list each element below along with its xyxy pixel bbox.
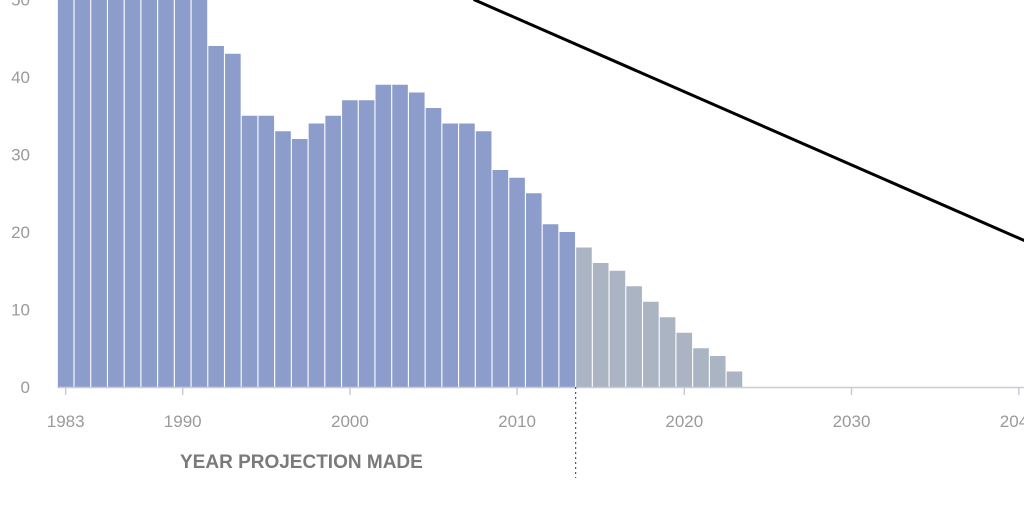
bar-1997 [291, 139, 308, 387]
bar-1990 [174, 0, 191, 387]
x-tick-label: 2000 [331, 412, 369, 431]
bar-2022 [709, 356, 726, 387]
x-tick-label: 1990 [164, 412, 202, 431]
bar-2008 [475, 131, 492, 387]
bar-2011 [526, 193, 542, 387]
bar-1993 [225, 53, 241, 387]
bar-2009 [492, 170, 509, 387]
bar-2001 [358, 100, 375, 387]
y-tick-label: 0 [21, 378, 30, 397]
bar-2018 [643, 301, 659, 387]
bar-2014 [576, 247, 592, 387]
bar-1985 [91, 0, 107, 387]
x-tick-label: 1983 [47, 412, 85, 431]
bar-1988 [141, 0, 158, 387]
bar-1987 [124, 0, 141, 387]
bar-2013 [559, 232, 576, 387]
bar-1999 [325, 115, 341, 387]
x-tick-label: 2020 [665, 412, 703, 431]
bar-2012 [542, 224, 559, 387]
x-axis-title: YEAR PROJECTION MADE [180, 452, 423, 473]
bar-2016 [609, 270, 626, 387]
y-tick-label: 30 [11, 146, 30, 165]
bar-2003 [392, 84, 408, 387]
bar-2015 [592, 263, 609, 387]
bar-1989 [158, 0, 174, 387]
y-tick-label: 40 [11, 68, 30, 87]
y-tick-label: 20 [11, 223, 30, 242]
bar-1992 [208, 46, 224, 387]
bar-2007 [459, 123, 475, 387]
bar-1998 [308, 123, 325, 387]
y-tick-label: 10 [11, 301, 30, 320]
bar-1986 [108, 0, 124, 387]
bar-2000 [342, 100, 358, 387]
bar-2002 [375, 84, 392, 387]
bar-1991 [191, 0, 208, 387]
bar-2017 [626, 286, 642, 387]
bar-1994 [241, 115, 258, 387]
bar-2019 [659, 317, 676, 387]
bar-2023 [726, 371, 743, 387]
bar-2005 [425, 108, 442, 387]
bar-1984 [74, 0, 91, 387]
bar-2004 [408, 92, 425, 387]
trend-line [473, 0, 1024, 243]
y-tick-label: 50 [11, 0, 30, 10]
bar-1983 [57, 0, 74, 387]
bar-2006 [442, 123, 459, 387]
bar-2010 [509, 177, 525, 387]
bar-2021 [693, 348, 709, 387]
bar-1995 [258, 115, 275, 387]
y-ticks-group: 0 10 20 30 40 50 [11, 0, 30, 397]
bar-2020 [676, 332, 693, 387]
bar-1996 [275, 131, 291, 387]
bars-group [57, 0, 743, 387]
x-tick-label: 2030 [833, 412, 871, 431]
x-tick-label: 2010 [498, 412, 536, 431]
